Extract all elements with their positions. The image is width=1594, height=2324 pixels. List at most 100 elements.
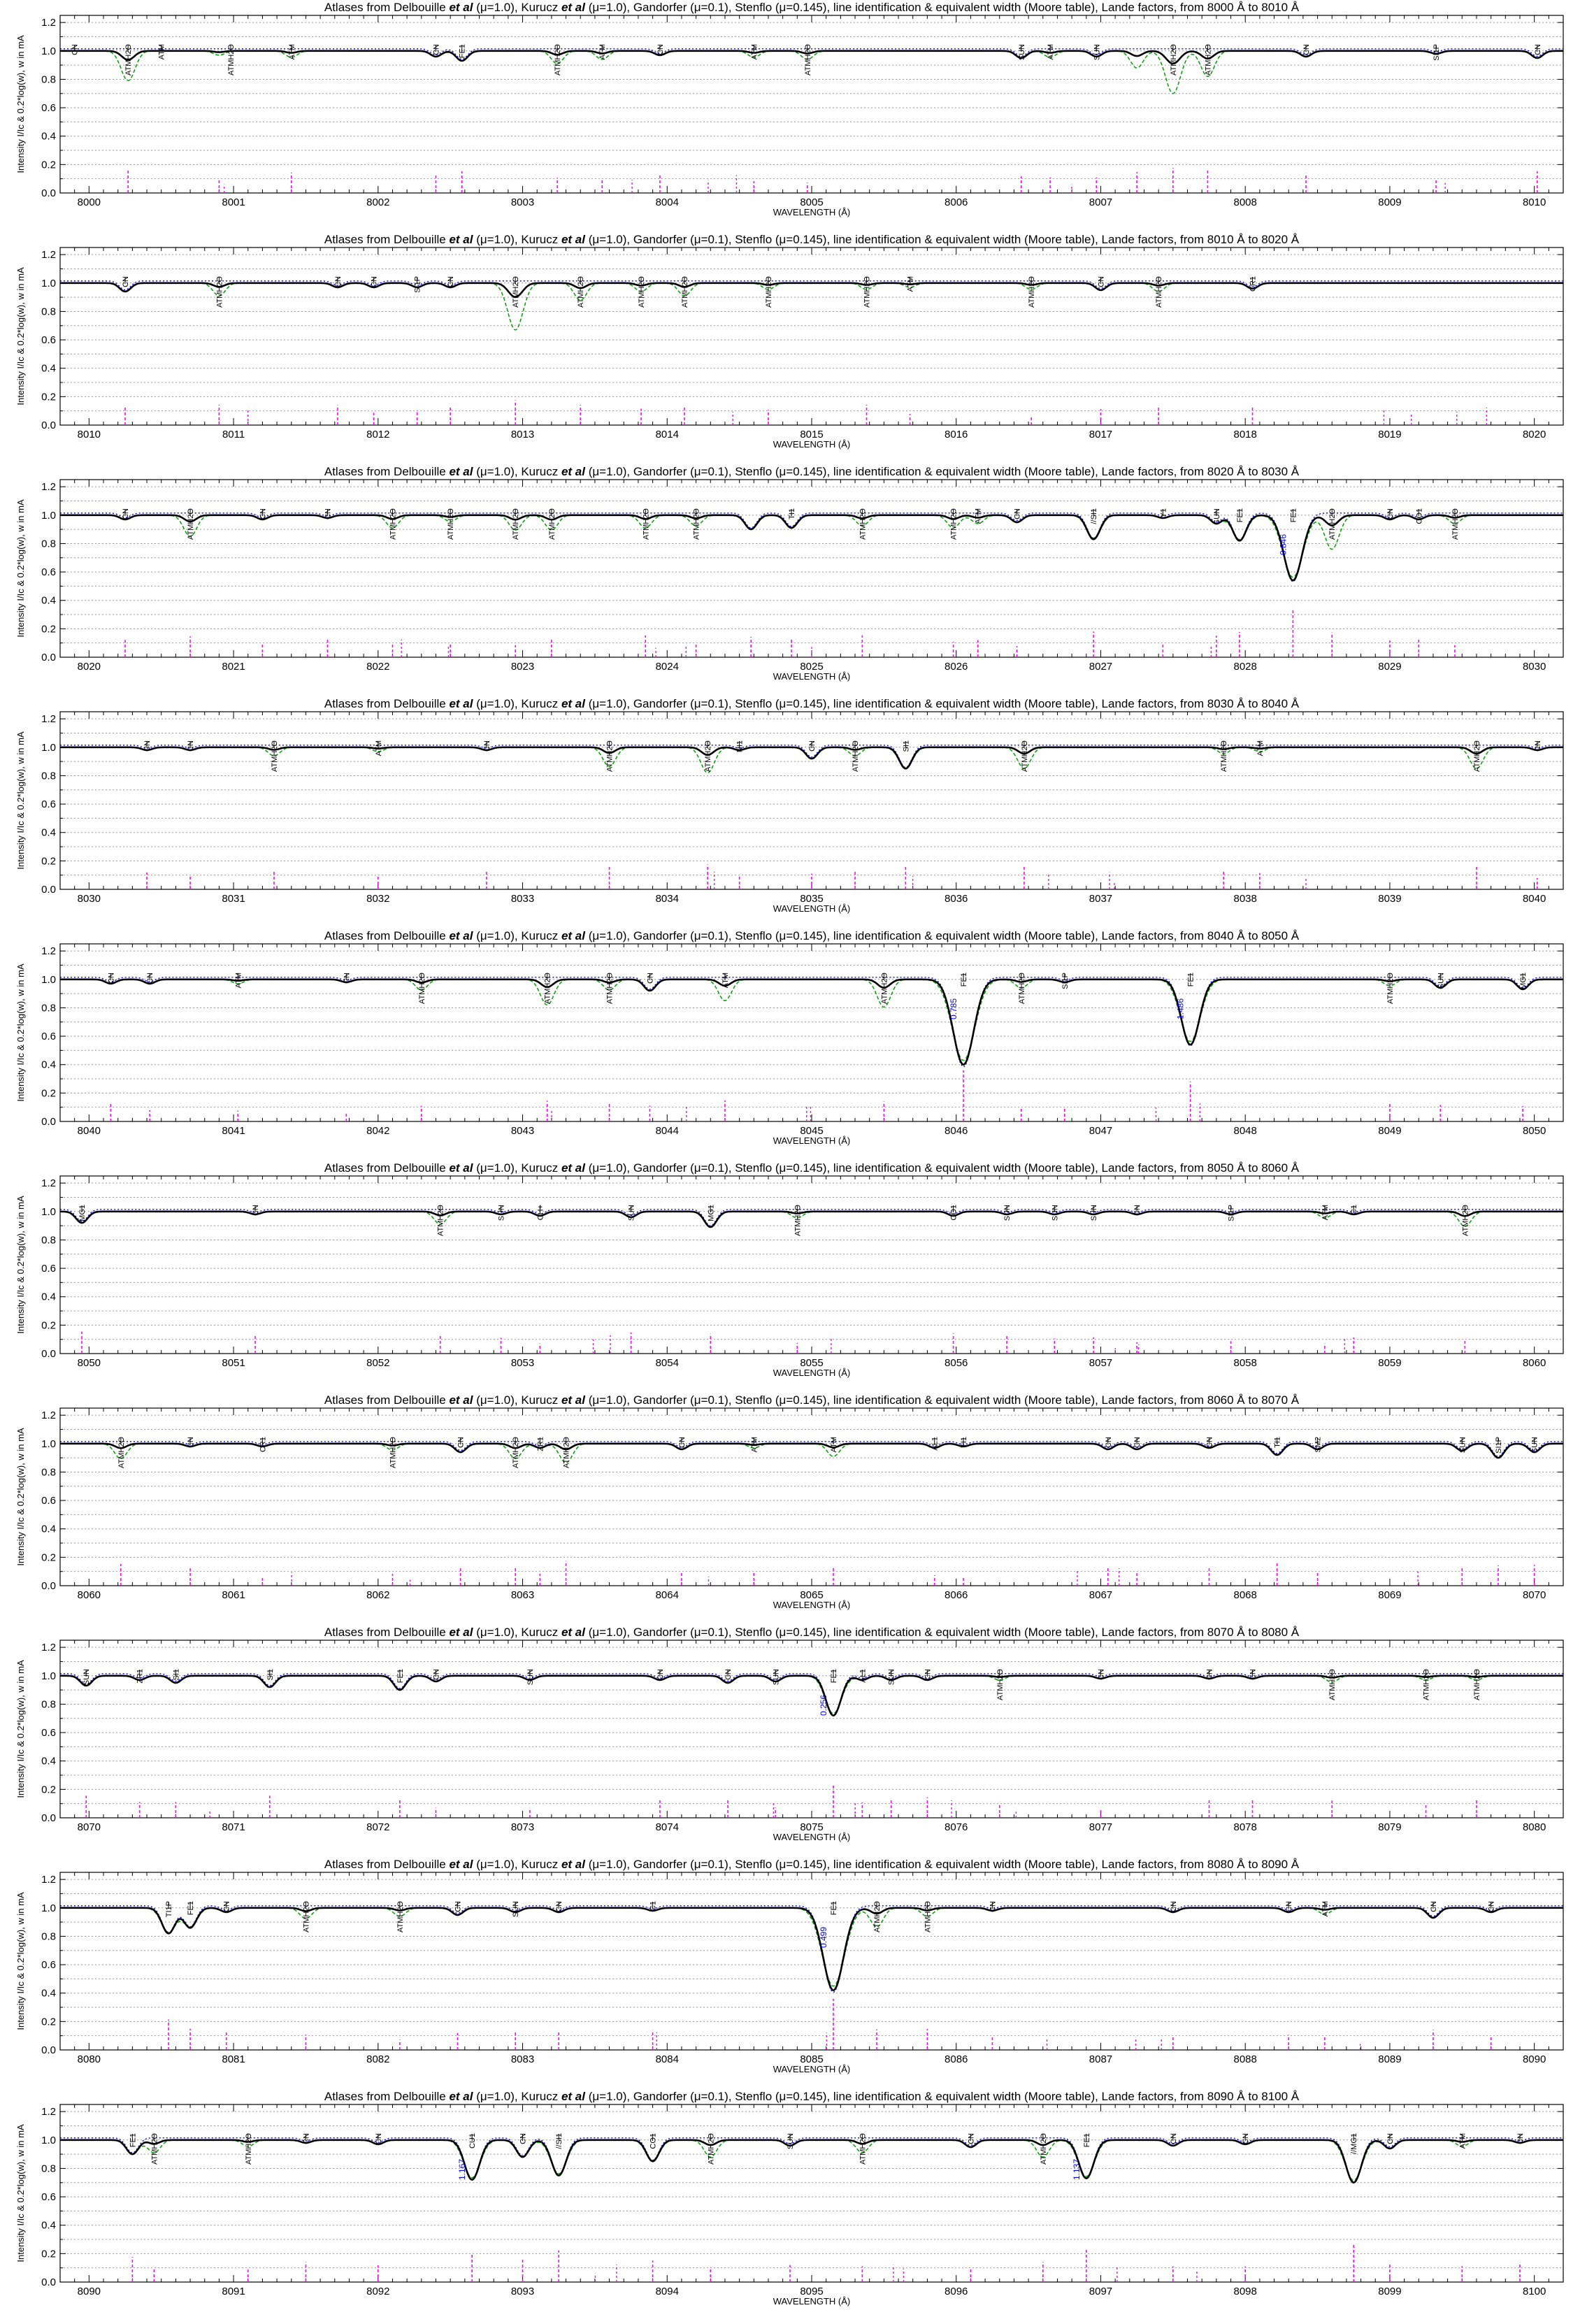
y-axis-label: Intensity I/Ic & 0.2*log(w), w in mA [15,2124,26,2262]
spectrum-panel-9: Atlases from Delbouille et al (μ=1.0), K… [15,1858,1564,2074]
line-id-label: CN [1534,44,1542,55]
line-id-label: SUN [1213,508,1221,524]
y-tick-label: 0.6 [41,2191,56,2203]
line-id-label: SUN [772,1669,780,1685]
line-id-label: ATM [721,973,730,988]
y-tick-label: 1.0 [41,974,56,986]
y-tick-label: 0.6 [41,798,56,810]
x-tick-label: 8048 [1234,1125,1257,1137]
x-tick-label: 8039 [1378,893,1401,905]
line-id-label: CN [1170,1901,1178,1912]
x-tick-label: 8016 [945,429,968,440]
y-axis-label: Intensity I/Ic & 0.2*log(w), w in mA [15,1660,26,1798]
x-tick-label: 8094 [656,2286,679,2297]
x-tick-label: 8023 [511,661,534,673]
line-id-label: CN [1206,1437,1214,1448]
delbouille-spectrum-line [60,514,1563,582]
line-id-label: CN [808,740,817,752]
y-tick-label: 1.0 [41,1670,56,1682]
delbouille-spectrum-line [60,2139,1563,2184]
line-id-label: ATMH2O [512,1437,520,1468]
spectrum-panel-4: Atlases from Delbouille et al (μ=1.0), K… [15,697,1564,914]
line-id-label: ATMH2O [642,508,650,540]
x-tick-label: 8014 [656,429,679,440]
line-id-label: CO1 [649,2133,658,2149]
line-id-label: ATM [750,1437,759,1452]
line-id-label: ATMH2O [606,740,615,772]
panel-title: Atlases from Delbouille et al (μ=1.0), K… [324,465,1300,478]
x-tick-label: 8076 [945,1821,968,1833]
line-id-label: SUN [1051,1205,1059,1221]
x-tick-label: 8011 [222,429,245,440]
line-id-label: ATMH2O [1155,276,1163,308]
line-id-label: ATMH2O [187,508,195,540]
x-axis-label: WAVELENGTH (Å) [773,2296,851,2307]
line-id-label: SUN [512,1901,520,1917]
y-axis-label: Intensity I/Ic & 0.2*log(w), w in mA [15,267,26,406]
line-id-label: ATM [907,276,915,292]
y-tick-label: 0.6 [41,1959,56,1971]
line-id-label: SUN [1003,1205,1012,1221]
plot-frame [59,1640,1564,1819]
y-axis-label: Intensity I/Ic & 0.2*log(w), w in mA [15,499,26,638]
x-tick-label: 8045 [800,1125,823,1137]
line-id-label: ATMH2O [859,508,867,540]
y-tick-label: 0.0 [41,2276,56,2288]
line-id-label: ATMH2O [606,973,615,1004]
y-tick-label: 1.2 [41,17,56,29]
x-axis-label: WAVELENGTH (Å) [773,1832,851,1842]
line-id-label: ATMH2O [227,44,236,76]
line-id-label: CN [1516,2133,1525,2144]
x-tick-label: 8060 [78,1589,101,1601]
line-id-label: SI1 [266,1669,275,1681]
line-id-label: TI1 [960,1437,968,1448]
x-tick-label: 8073 [511,1821,534,1833]
x-tick-label: 8055 [800,1357,823,1369]
y-tick-label: 0.0 [41,1580,56,1592]
line-id-label: FE1 [830,1901,838,1915]
line-id-label: ATMH2O [577,276,585,308]
kurucz-spectrum-line [60,745,1563,768]
x-tick-label: 8050 [1523,1125,1546,1137]
x-tick-label: 8026 [945,661,968,673]
y-tick-label: 0.2 [41,159,56,171]
x-tick-label: 8095 [800,2286,823,2297]
delbouille-spectrum-line [60,978,1563,1066]
line-id-label: ATM [1458,2133,1467,2149]
line-id-label: ATMH2O [548,508,557,540]
line-id-label: CN [646,973,654,984]
line-id-label: C1 [649,1901,658,1911]
line-id-label: CN [1488,1901,1496,1912]
line-id-label: //SI1 [1090,508,1098,524]
x-tick-label: 8093 [511,2286,534,2297]
y-tick-label: 1.0 [41,1206,56,1218]
y-tick-label: 0.4 [41,595,56,607]
x-tick-label: 8085 [800,2053,823,2065]
line-id-label: CN [302,2133,310,2144]
x-tick-label: 8086 [945,2053,968,2065]
panel-title: Atlases from Delbouille et al (μ=1.0), K… [324,1626,1300,1639]
kurucz-spectrum-line [60,512,1563,582]
y-tick-label: 1.0 [41,45,56,57]
gandorfer-spectrum-line [60,979,1563,1061]
line-id-label: ATMH2O [707,2133,715,2165]
x-tick-label: 8087 [1089,2053,1112,2065]
line-id-label: SI1P [1495,1437,1503,1454]
line-id-label: SUN [1093,44,1101,60]
panel-title: Atlases from Delbouille et al (μ=1.0), K… [324,233,1300,246]
line-id-label: CN [1302,44,1311,55]
y-tick-label: 0.4 [41,1523,56,1535]
x-tick-label: 8030 [78,893,101,905]
kurucz-spectrum-line [60,1905,1563,1993]
y-axis-label: Intensity I/Ic & 0.2*log(w), w in mA [15,1428,26,1566]
line-id-label: ATMH2O [389,1437,397,1468]
y-tick-label: 0.8 [41,770,56,782]
y-axis-label: Intensity I/Ic & 0.2*log(w), w in mA [15,731,26,870]
x-tick-label: 8044 [656,1125,679,1137]
spectrum-panel-1: Atlases from Delbouille et al (μ=1.0), K… [15,1,1564,217]
spectrum-panel-8: Atlases from Delbouille et al (μ=1.0), K… [15,1626,1564,1842]
panel-title: Atlases from Delbouille et al (μ=1.0), K… [324,2090,1300,2103]
y-tick-label: 0.8 [41,1466,56,1478]
line-id-label: SI1P [1228,1205,1236,1221]
panel-title: Atlases from Delbouille et al (μ=1.0), K… [324,1858,1300,1871]
